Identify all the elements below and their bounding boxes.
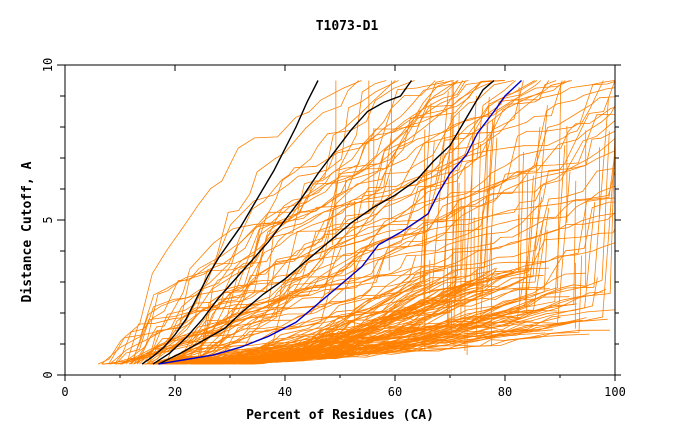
y-axis-label: Distance Cutoff, A (20, 161, 35, 302)
model-curve-upper (163, 80, 604, 365)
model-curve-upper (170, 80, 570, 365)
model-curve-upper (150, 80, 616, 365)
model-curve-upper (131, 80, 563, 365)
model-curve-upper (168, 80, 550, 365)
model-curve-upper (133, 80, 444, 365)
y-tick-label: 5 (41, 216, 55, 223)
model-curve-upper (158, 80, 616, 365)
x-axis-label: Percent of Residues (CA) (246, 408, 434, 423)
x-tick-label: 60 (388, 385, 402, 399)
model-curve-lower (238, 112, 460, 365)
axis-ticks-group: 0 20 40 60 80 100 0 5 10 (41, 58, 626, 399)
model-curve-upper (161, 80, 464, 365)
model-curve-upper (149, 80, 616, 365)
x-tick-label: 40 (278, 385, 292, 399)
model-curve-upper (145, 80, 415, 365)
x-tick-label: 0 (61, 385, 68, 399)
y-tick-label: 0 (41, 371, 55, 378)
model-curve-upper (167, 80, 616, 365)
model-curve-upper (119, 80, 616, 365)
model-curve-upper (120, 80, 505, 365)
x-tick-label: 100 (604, 385, 626, 399)
model-curve-lower (168, 164, 450, 365)
model-curve-lower (231, 270, 490, 365)
model-curve-upper (109, 80, 616, 365)
model-curve-upper (108, 80, 359, 365)
chart-title: T1073-D1 (316, 19, 379, 34)
model-curve-upper (97, 80, 362, 365)
model-curve-upper (166, 80, 538, 365)
model-curve-lower (180, 284, 422, 365)
model-curve-lower (149, 287, 454, 365)
model-curve-upper (178, 80, 616, 365)
model-curve-upper (121, 80, 616, 365)
x-tick-label: 80 (498, 385, 512, 399)
highlight-series-4 (158, 79, 522, 365)
model-curve-upper (182, 80, 616, 365)
highlight-series-2 (152, 80, 413, 365)
model-curve-lower (165, 330, 495, 365)
model-curve-lower (251, 208, 465, 365)
model-curve-upper (158, 80, 616, 365)
model-curve-upper (146, 80, 467, 365)
highlight-series-group (141, 79, 522, 365)
model-curve-upper (101, 80, 542, 365)
highlight-series-3 (158, 79, 495, 365)
model-curve-lower (250, 272, 586, 365)
model-curve-upper (128, 80, 557, 365)
y-tick-label: 10 (41, 58, 55, 72)
model-curve-upper (158, 80, 452, 365)
highlight-series-1 (141, 80, 319, 365)
model-curve-upper (121, 80, 399, 365)
x-tick-label: 20 (168, 385, 182, 399)
model-curve-lower (163, 325, 533, 365)
model-curve-lower (204, 83, 562, 365)
model-curve-lower (142, 273, 530, 365)
model-curve-upper (136, 80, 396, 365)
